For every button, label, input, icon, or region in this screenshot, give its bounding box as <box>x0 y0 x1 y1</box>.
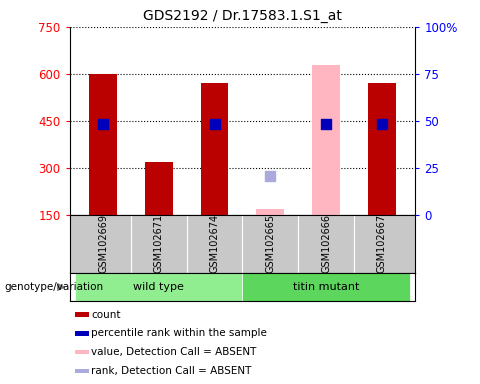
Text: titin mutant: titin mutant <box>293 282 359 292</box>
Title: GDS2192 / Dr.17583.1.S1_at: GDS2192 / Dr.17583.1.S1_at <box>143 9 342 23</box>
Text: count: count <box>92 310 121 319</box>
Text: percentile rank within the sample: percentile rank within the sample <box>92 328 267 338</box>
Point <box>266 173 274 179</box>
Bar <box>312 65 340 215</box>
Text: GSM102666: GSM102666 <box>321 214 331 273</box>
Text: GSM102674: GSM102674 <box>210 214 219 273</box>
Point <box>322 121 330 127</box>
Bar <box>75 331 89 336</box>
Bar <box>75 369 89 373</box>
Bar <box>89 74 117 215</box>
Bar <box>145 162 173 215</box>
Bar <box>256 209 284 215</box>
Text: value, Detection Call = ABSENT: value, Detection Call = ABSENT <box>92 347 257 357</box>
Bar <box>75 313 89 317</box>
Point <box>211 121 218 127</box>
Text: wild type: wild type <box>133 282 184 292</box>
Bar <box>75 273 242 301</box>
Text: genotype/variation: genotype/variation <box>5 282 104 292</box>
Text: GSM102667: GSM102667 <box>377 214 387 273</box>
Text: GSM102665: GSM102665 <box>265 214 275 273</box>
Bar <box>368 83 396 215</box>
Text: rank, Detection Call = ABSENT: rank, Detection Call = ABSENT <box>92 366 252 376</box>
Point <box>378 121 385 127</box>
Bar <box>242 273 409 301</box>
Point <box>99 121 107 127</box>
Bar <box>201 83 228 215</box>
Text: GSM102671: GSM102671 <box>154 214 164 273</box>
Bar <box>75 350 89 354</box>
Text: GSM102669: GSM102669 <box>98 214 108 273</box>
